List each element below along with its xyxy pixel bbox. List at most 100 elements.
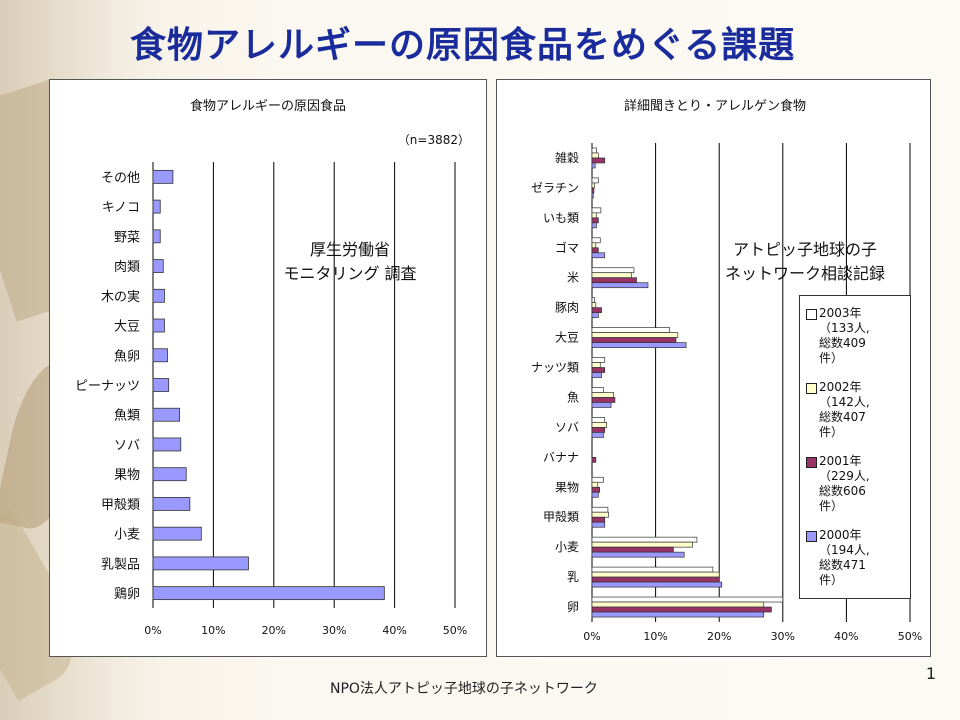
x-tick-label: 40% [834,630,858,643]
x-tick-label: 0% [144,624,161,637]
bar [591,337,677,343]
chart-annotation: （n=3882） [398,133,470,147]
bar [152,169,174,184]
category-label: 魚卵 [114,349,140,364]
category-label: 果物 [555,480,579,494]
bar [591,152,599,159]
x-tick-label: 20% [262,624,286,637]
bar [591,362,601,368]
bar [591,242,597,249]
bar [591,147,597,154]
bar [591,596,784,603]
x-tick-label: 40% [382,624,406,637]
legend-label-line: （194人, [819,543,870,557]
x-tick-label: 10% [201,624,225,637]
bar [591,302,597,309]
category-label: ゴマ [555,240,579,255]
bar [591,207,602,214]
category-label: 豚肉 [555,301,579,315]
legend-label-line: （229人, [819,469,870,483]
bar [152,526,202,541]
legend-label-line: （142人, [819,395,870,409]
right-chart-legend: 2003年 （133人, 総数409 件） 2002年 （142人, 総数407 件） 2001… [799,295,911,599]
bar [591,267,635,274]
category-label: ピーナッツ [75,379,140,394]
bar [591,162,596,169]
x-tick-label: 30% [771,630,795,643]
bar [591,541,693,548]
category-label: 甲殻類 [543,510,579,524]
bar [591,247,599,254]
legend-label-line: （133人, [819,321,870,335]
left-chart-panel: 食物アレルギーの原因食品 （n=3882） 0% 10% 20% 30% 40% 50% その他… [49,79,487,657]
legend-label-line: 2003年 [819,306,862,320]
legend-swatch [806,531,817,542]
bar [591,521,606,528]
bar [591,177,599,184]
bar [591,357,606,363]
bar [152,497,191,511]
category-label: バナナ [543,450,579,464]
legend-label: 2003年 （133人, 総数409 件） [819,306,907,366]
bar [591,367,606,373]
bar [152,437,182,452]
x-tick-label: 50% [443,624,467,637]
legend-label-line: 2001年 [819,454,862,468]
bar [591,427,606,433]
bar [591,272,632,279]
left-overlay-caption: 厚生労働省 モニタリング 調査 [255,238,445,286]
bar [591,476,604,483]
bar [591,312,599,319]
bar [591,187,595,194]
right-chart-panel: 詳細聞きとり・アレルゲン食物 0% 10% 20% 30% 40% 50% 雑穀 ゼラチン いも類… [496,79,931,657]
category-label: 卵 [567,600,579,614]
bar [591,581,723,588]
footer-organization: NPO法人アトピッ子地球の子ネットワーク [330,681,598,697]
bar [152,199,161,214]
legend-label-line: 2002年 [819,380,862,394]
bar [591,192,594,199]
bar [591,252,606,259]
bar [591,282,649,289]
bar [591,397,616,403]
category-label: 果物 [114,468,140,483]
bar [591,551,685,558]
bar [591,392,614,398]
bar [591,511,609,518]
legend-label-line: 総数409 [819,336,866,350]
right-overlay-caption: アトピッ子地球の子 ネットワーク相談記録 [695,238,915,286]
bar [591,536,698,543]
legend-label-line: 件） [819,499,844,513]
left-overlay-line1: 厚生労働省 [309,240,390,259]
right-bar-chart: 詳細聞きとり・アレルゲン食物 0% 10% 20% 30% 40% 50% 雑穀ゼラチンいも類… [531,98,922,643]
bar [591,571,720,578]
bar [591,516,606,523]
bar [591,217,599,224]
bar [591,566,714,573]
legend-label-line: 2000年 [819,528,862,542]
category-label: 小麦 [114,528,140,543]
category-label: ソバ [555,420,579,434]
x-tick-label: 20% [707,630,731,643]
bar [152,288,165,303]
bar [591,481,599,488]
category-label: 雑穀 [555,150,579,165]
legend-label-line: 総数606 [819,484,866,498]
bar [591,402,612,408]
bar [152,378,170,392]
bar [591,387,604,393]
left-overlay-line2: モニタリング 調査 [283,264,417,283]
category-label: 肉類 [114,260,140,275]
category-label: その他 [101,171,140,186]
bar [591,297,595,304]
bar [591,342,687,348]
bar [591,277,637,284]
legend-label: 2002年 （142人, 総数407 件） [819,380,907,440]
bar [591,576,720,583]
left-bar-chart: 食物アレルギーの原因食品 （n=3882） 0% 10% 20% 30% 40% 50% その他… [75,98,470,637]
legend-label-line: 件） [819,425,844,439]
category-label: 甲殻類 [101,498,140,513]
category-label: ゼラチン [531,181,579,195]
right-overlay-line2: ネットワーク相談記録 [724,264,885,283]
